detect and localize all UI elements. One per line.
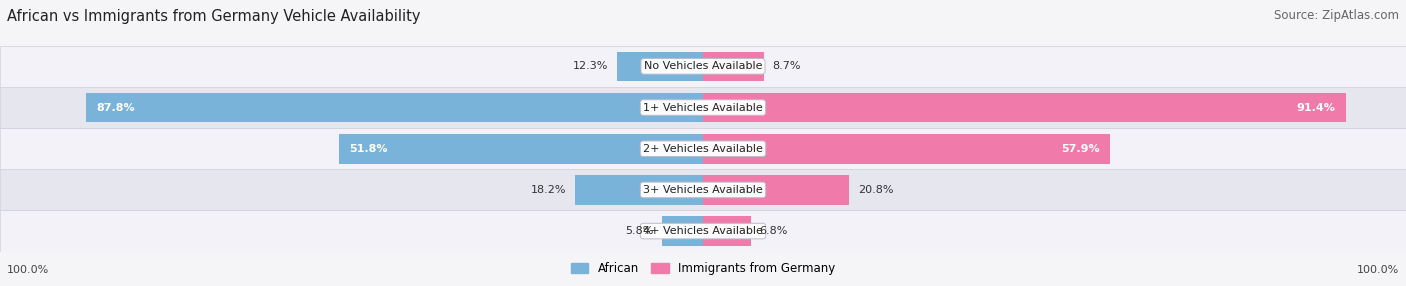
Text: 2+ Vehicles Available: 2+ Vehicles Available: [643, 144, 763, 154]
Bar: [0, 128, 1406, 169]
Text: 3+ Vehicles Available: 3+ Vehicles Available: [643, 185, 763, 195]
Text: 91.4%: 91.4%: [1296, 103, 1336, 112]
Text: 51.8%: 51.8%: [350, 144, 388, 154]
Text: 6.8%: 6.8%: [759, 226, 787, 236]
Text: 87.8%: 87.8%: [97, 103, 135, 112]
Bar: [339, 134, 703, 164]
Bar: [703, 175, 849, 205]
Bar: [86, 93, 703, 122]
Bar: [703, 93, 1346, 122]
Bar: [703, 216, 751, 246]
Bar: [575, 175, 703, 205]
Bar: [662, 216, 703, 246]
Text: 100.0%: 100.0%: [7, 265, 49, 275]
Text: 8.7%: 8.7%: [773, 61, 801, 71]
Text: Source: ZipAtlas.com: Source: ZipAtlas.com: [1274, 9, 1399, 21]
Text: 100.0%: 100.0%: [1357, 265, 1399, 275]
Text: 5.8%: 5.8%: [626, 226, 654, 236]
Text: 57.9%: 57.9%: [1062, 144, 1099, 154]
Bar: [703, 134, 1111, 164]
Text: 4+ Vehicles Available: 4+ Vehicles Available: [643, 226, 763, 236]
Text: No Vehicles Available: No Vehicles Available: [644, 61, 762, 71]
Bar: [703, 51, 765, 81]
Bar: [0, 46, 1406, 87]
Text: African vs Immigrants from Germany Vehicle Availability: African vs Immigrants from Germany Vehic…: [7, 9, 420, 23]
Bar: [617, 51, 703, 81]
Legend: African, Immigrants from Germany: African, Immigrants from Germany: [567, 258, 839, 280]
Bar: [0, 210, 1406, 252]
Text: 12.3%: 12.3%: [572, 61, 609, 71]
Text: 18.2%: 18.2%: [531, 185, 567, 195]
Text: 1+ Vehicles Available: 1+ Vehicles Available: [643, 103, 763, 112]
Bar: [0, 87, 1406, 128]
Bar: [0, 169, 1406, 210]
Text: 20.8%: 20.8%: [858, 185, 893, 195]
